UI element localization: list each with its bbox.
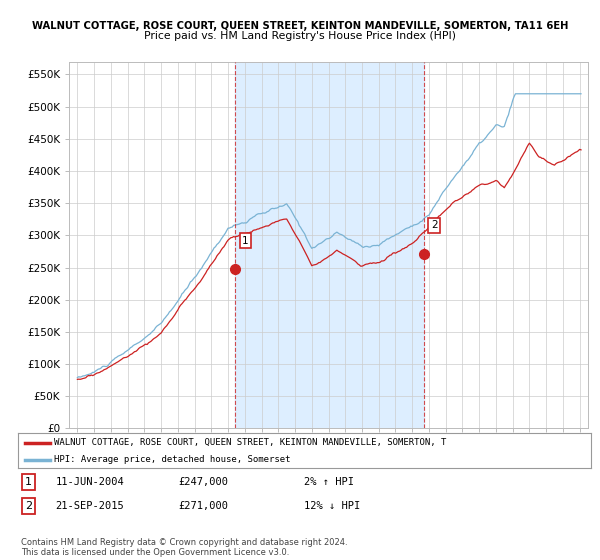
Text: Price paid vs. HM Land Registry's House Price Index (HPI): Price paid vs. HM Land Registry's House … <box>144 31 456 41</box>
Text: £247,000: £247,000 <box>178 477 229 487</box>
Text: 12% ↓ HPI: 12% ↓ HPI <box>305 501 361 511</box>
Bar <box>235 62 424 428</box>
Text: Contains HM Land Registry data © Crown copyright and database right 2024.
This d: Contains HM Land Registry data © Crown c… <box>21 538 347 557</box>
Text: 1: 1 <box>242 236 249 246</box>
Text: 21-SEP-2015: 21-SEP-2015 <box>55 501 124 511</box>
Text: 11-JUN-2004: 11-JUN-2004 <box>55 477 124 487</box>
Text: WALNUT COTTAGE, ROSE COURT, QUEEN STREET, KEINTON MANDEVILLE, SOMERTON, TA11 6EH: WALNUT COTTAGE, ROSE COURT, QUEEN STREET… <box>32 21 568 31</box>
Text: HPI: Average price, detached house, Somerset: HPI: Average price, detached house, Some… <box>53 455 290 464</box>
Text: WALNUT COTTAGE, ROSE COURT, QUEEN STREET, KEINTON MANDEVILLE, SOMERTON, T: WALNUT COTTAGE, ROSE COURT, QUEEN STREET… <box>53 438 446 447</box>
Text: 1: 1 <box>25 477 32 487</box>
Text: £271,000: £271,000 <box>178 501 229 511</box>
Text: 2: 2 <box>431 220 437 230</box>
Text: 2: 2 <box>25 501 32 511</box>
Text: 2% ↑ HPI: 2% ↑ HPI <box>305 477 355 487</box>
